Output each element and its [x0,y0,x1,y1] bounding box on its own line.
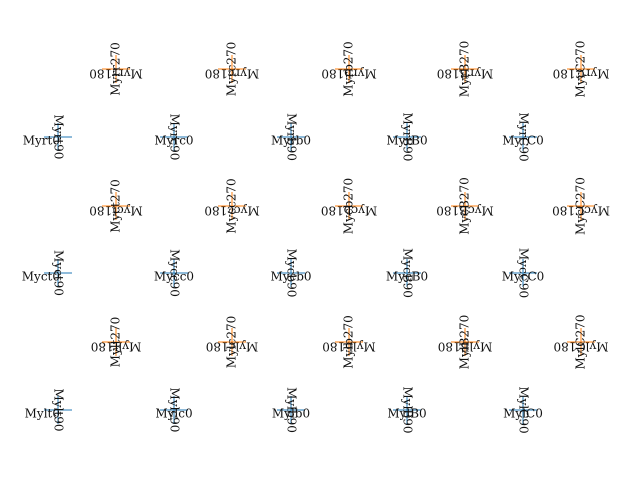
label-mylb180: Mylb180 [322,340,376,354]
label-mylb270: Mylb270 [342,315,356,369]
label-mylb90: Mylb90 [285,387,299,433]
label-myrr270: Myrr270 [109,42,123,95]
label-myct270: Myct270 [109,179,123,233]
label-mycc270: MycC270 [574,177,588,235]
label-mylt90: Mylt90 [52,389,66,432]
label-mycb90: MycB90 [401,248,415,298]
label-mylt0: Mylt0 [25,407,60,421]
label-mylb0: Mylb0 [272,407,310,421]
label-myrb0: MyrB0 [386,134,427,148]
label-myrc270: MyrC270 [574,41,588,98]
label-mycc0: MycC0 [502,270,545,284]
label-myrc180: Myrc180 [205,67,259,81]
label-myrc90: MyrC90 [517,112,531,161]
label-mycb180: Mycb180 [321,204,377,218]
label-mycc0: Mycc0 [154,270,194,284]
label-myrb0: Myrb0 [271,134,311,148]
label-myrb270: Myrb270 [342,41,356,96]
label-mylc90: MylC90 [517,386,531,433]
label-mylc180: Mylc180 [206,340,259,354]
label-mycc270: Mycc270 [225,178,239,233]
label-mylc270: MylC270 [574,315,588,370]
label-mycb180: MycB180 [436,204,494,218]
label-myrb90: Myrb90 [285,113,299,161]
label-myrr180: Myrr180 [89,67,142,81]
label-mylc90: Mylc90 [168,388,182,433]
label-mylb180: MylB180 [438,340,493,354]
label-myrc180: MyrC180 [553,67,610,81]
label-mylc0: Mylc0 [155,407,192,421]
label-myrc0: MyrC0 [502,134,544,148]
label-mycc180: MycC180 [552,204,610,218]
label-myrb180: MyrB180 [437,67,494,81]
label-myrb180: Myrb180 [321,67,376,81]
label-mylc180: MylC180 [554,340,609,354]
label-mycb90: Mycb90 [285,249,299,298]
label-myrt90: Myrt90 [52,115,66,160]
label-mylt180: Mylt180 [91,340,142,354]
label-mycb270: Mycb270 [342,178,356,234]
label-myrb270: MyrB270 [458,41,472,98]
label-mylb270: MylB270 [458,315,472,370]
label-myct0: Myct0 [22,270,60,284]
label-myrb90: MyrB90 [401,113,415,162]
label-mycb0: Mycb0 [270,270,311,284]
label-mylc0: MylC0 [503,407,543,421]
label-myrc270: Myrc270 [225,42,239,96]
label-mycc90: Mycc90 [168,249,182,297]
label-myct90: Myct90 [52,250,66,296]
label-mycc90: MycC90 [517,248,531,298]
label-mylt270: Mylt270 [109,317,123,368]
label-mylb90: MylB90 [401,387,415,434]
label-myrc90: Myrc90 [168,114,182,161]
label-mylb0: MylB0 [387,407,426,421]
label-mylc270: Mylc270 [225,316,239,369]
label-mycc180: Mycc180 [204,204,259,218]
label-mycb270: MycB270 [458,177,472,235]
label-mycb0: MycB0 [386,270,428,284]
label-myrc0: Myrc0 [154,134,193,148]
label-myct180: Myct180 [89,204,143,218]
label-myrt0: Myrt0 [23,134,60,148]
